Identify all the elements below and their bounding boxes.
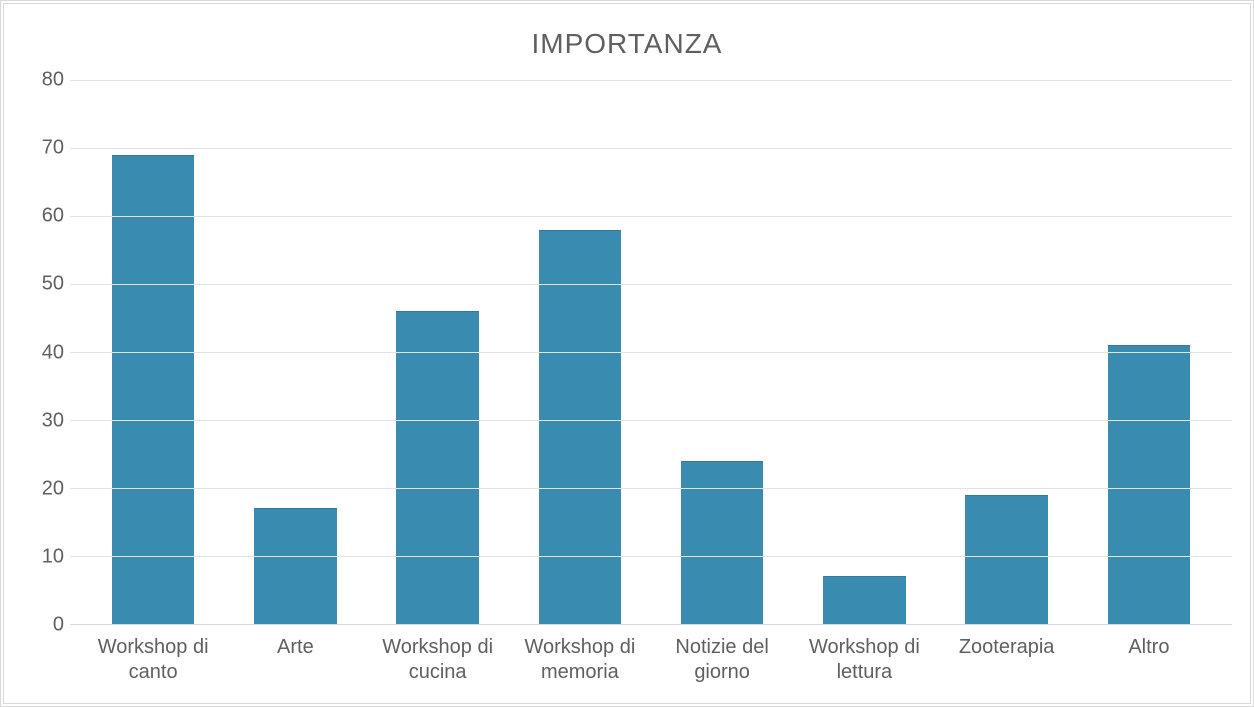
y-tick-label: 20	[42, 477, 64, 500]
x-category-label: Workshop di memoria	[509, 635, 651, 685]
gridline	[70, 80, 1232, 81]
y-tick-label: 60	[42, 205, 64, 228]
x-category-label: Altro	[1078, 635, 1220, 685]
bar	[1108, 345, 1191, 624]
bar	[112, 155, 195, 624]
gridline	[70, 148, 1232, 149]
gridline	[70, 284, 1232, 285]
gridline	[70, 216, 1232, 217]
y-tick-label: 0	[53, 614, 64, 637]
y-tick-label: 80	[42, 69, 64, 92]
x-category-label: Workshop di cucina	[367, 635, 509, 685]
x-axis: Workshop di cantoArteWorkshop di cucinaW…	[70, 625, 1232, 685]
chart-container: IMPORTANZA 0 10 20 30 40 50 60 70 80 Workshop di…	[0, 0, 1254, 707]
gridline	[70, 488, 1232, 489]
bar	[823, 576, 906, 624]
gridline	[70, 420, 1232, 421]
bar	[965, 495, 1048, 624]
y-tick-label: 50	[42, 273, 64, 296]
bar	[254, 508, 337, 624]
x-category-label: Notizie del giorno	[651, 635, 793, 685]
y-axis: 01020304050607080	[22, 80, 70, 625]
plot-area	[70, 80, 1232, 625]
y-tick-label: 30	[42, 409, 64, 432]
x-category-label: Arte	[224, 635, 366, 685]
chart-title: IMPORTANZA	[22, 28, 1232, 60]
x-category-label: Workshop di canto	[82, 635, 224, 685]
x-category-label: Workshop di lettura	[793, 635, 935, 685]
bar	[681, 461, 764, 624]
plot-wrap: 01020304050607080 Workshop di cantoArteW…	[22, 80, 1232, 685]
x-category-label: Zooterapia	[936, 635, 1078, 685]
y-tick-label: 70	[42, 137, 64, 160]
y-tick-label: 40	[42, 341, 64, 364]
bar	[396, 311, 479, 624]
gridline	[70, 352, 1232, 353]
gridline	[70, 556, 1232, 557]
bar	[539, 230, 622, 624]
y-tick-label: 10	[42, 545, 64, 568]
plot-row: 01020304050607080	[22, 80, 1232, 625]
